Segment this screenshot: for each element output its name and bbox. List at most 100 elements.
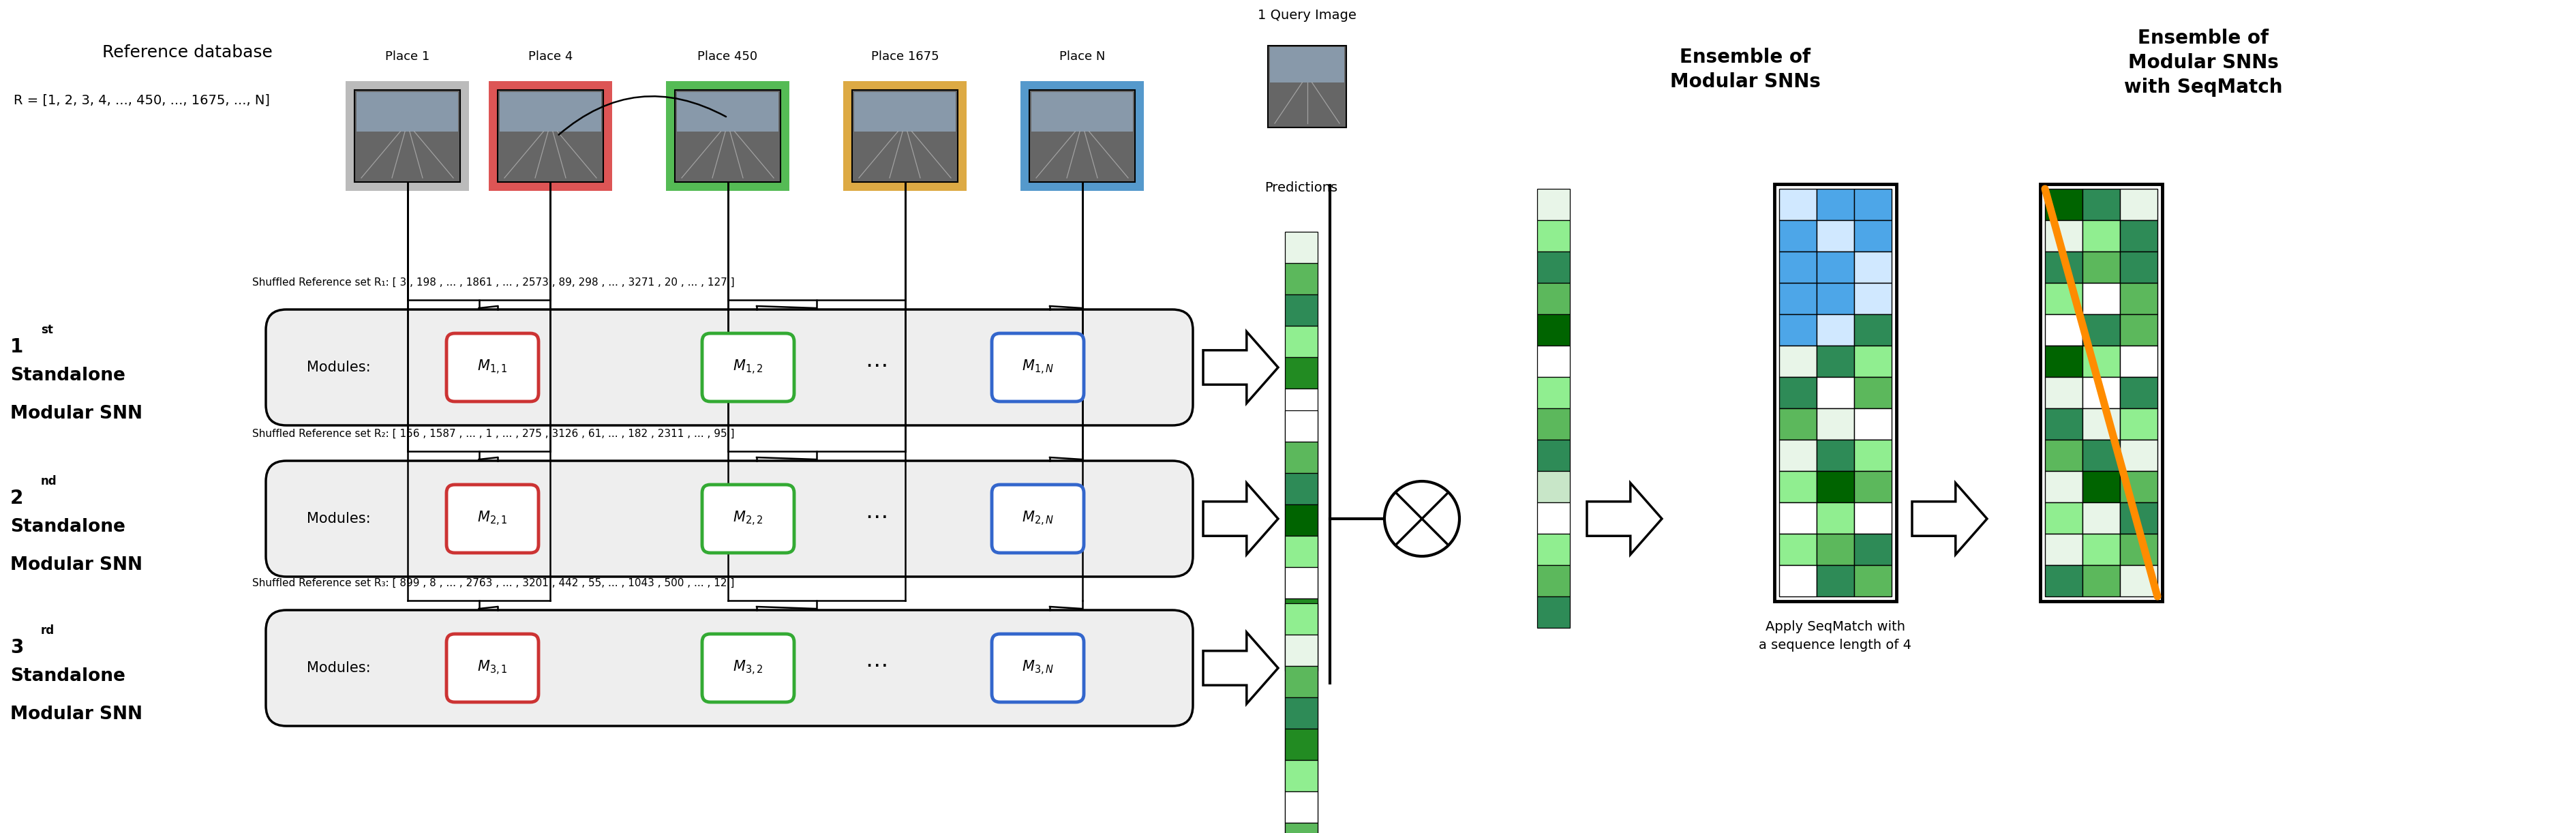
Text: Place N: Place N <box>1059 51 1105 62</box>
Bar <box>2081 377 2120 408</box>
FancyBboxPatch shape <box>265 610 1193 726</box>
Bar <box>1780 189 1816 220</box>
Bar <box>1780 346 1816 377</box>
Bar <box>2081 534 2120 565</box>
Bar <box>1285 482 1319 514</box>
Bar <box>2120 471 2159 502</box>
Bar <box>2045 346 2081 377</box>
Bar <box>1285 295 1319 326</box>
Text: Shuffled Reference set R₂: [ 156 , 1587 , ... , 1 , ... , 275 , 3126 , 61, ... ,: Shuffled Reference set R₂: [ 156 , 1587 … <box>252 429 734 439</box>
Bar <box>1780 565 1816 596</box>
Text: $M_{1,1}$: $M_{1,1}$ <box>477 358 507 377</box>
Bar <box>1285 505 1319 536</box>
Text: Place 4: Place 4 <box>528 51 572 62</box>
FancyBboxPatch shape <box>992 634 1084 702</box>
Bar <box>1285 729 1319 760</box>
Bar <box>2120 283 2159 314</box>
Bar <box>355 92 459 132</box>
FancyBboxPatch shape <box>265 310 1193 426</box>
Bar <box>1538 220 1569 252</box>
Bar <box>1816 440 1855 471</box>
Bar <box>2081 408 2120 440</box>
Text: Standalone: Standalone <box>10 518 126 536</box>
Bar <box>1538 377 1569 408</box>
Text: Apply SeqMatch with
a sequence length of 4: Apply SeqMatch with a sequence length of… <box>1759 621 1911 651</box>
Bar <box>1538 252 1569 283</box>
Bar <box>2045 283 2081 314</box>
Polygon shape <box>1203 483 1278 555</box>
Bar <box>1020 81 1144 191</box>
Bar <box>1855 252 1891 283</box>
Bar <box>1285 441 1319 473</box>
Bar <box>1855 314 1891 346</box>
Bar <box>1285 411 1319 441</box>
Bar <box>489 81 613 191</box>
Text: Ensemble of
Modular SNNs
with SeqMatch: Ensemble of Modular SNNs with SeqMatch <box>2125 29 2282 97</box>
Text: $M_{3,N}$: $M_{3,N}$ <box>1023 659 1054 677</box>
Text: R = [1, 2, 3, 4, ..., 450, ..., 1675, ..., N]: R = [1, 2, 3, 4, ..., 450, ..., 1675, ..… <box>13 94 270 107</box>
Bar <box>1285 576 1319 608</box>
Bar <box>2045 471 2081 502</box>
Bar <box>2081 565 2120 596</box>
Bar <box>1538 408 1569 440</box>
Text: Modular SNN: Modular SNN <box>10 405 142 422</box>
Bar <box>1816 252 1855 283</box>
Bar <box>1538 534 1569 565</box>
Bar <box>2045 220 2081 252</box>
Bar <box>1285 232 1319 263</box>
Bar <box>2045 377 2081 408</box>
Bar <box>1285 357 1319 388</box>
Bar <box>1855 534 1891 565</box>
Bar <box>1816 408 1855 440</box>
Bar <box>677 92 778 132</box>
Text: Standalone: Standalone <box>10 367 126 385</box>
Bar <box>2045 252 2081 283</box>
Bar <box>2120 440 2159 471</box>
Text: Predictions: Predictions <box>1265 182 1337 194</box>
Bar <box>1538 283 1569 314</box>
Bar <box>2081 314 2120 346</box>
Text: $\cdots$: $\cdots$ <box>866 352 886 375</box>
Bar <box>2120 377 2159 408</box>
Text: st: st <box>41 324 54 336</box>
Bar <box>1285 630 1319 661</box>
Bar <box>1816 283 1855 314</box>
Bar <box>1780 314 1816 346</box>
Text: Place 1675: Place 1675 <box>871 51 938 62</box>
Text: 3: 3 <box>10 638 23 657</box>
Bar <box>1780 502 1816 534</box>
FancyBboxPatch shape <box>703 333 793 402</box>
Text: Place 1: Place 1 <box>384 51 430 62</box>
Bar <box>1285 388 1319 420</box>
Bar <box>2120 565 2159 596</box>
Text: Shuffled Reference set R₁: [ 3 , 198 , ... , 1861 , ... , 2573 , 89, 298 , ... ,: Shuffled Reference set R₁: [ 3 , 198 , .… <box>252 277 734 287</box>
Bar <box>1538 440 1569 471</box>
Text: $M_{3,1}$: $M_{3,1}$ <box>477 659 507 677</box>
Bar <box>2045 408 2081 440</box>
Bar <box>1780 534 1816 565</box>
Bar <box>1816 377 1855 408</box>
Bar <box>1538 502 1569 534</box>
Bar <box>2120 346 2159 377</box>
Bar <box>1285 263 1319 295</box>
Bar <box>1816 502 1855 534</box>
Bar <box>667 81 788 191</box>
Bar <box>2120 252 2159 283</box>
Bar <box>1538 189 1569 220</box>
Bar <box>1267 46 1347 127</box>
Circle shape <box>1383 481 1461 556</box>
Bar <box>1285 451 1319 482</box>
Bar <box>855 92 956 132</box>
Bar <box>1285 666 1319 697</box>
Bar <box>2120 314 2159 346</box>
Bar <box>1285 818 1319 833</box>
Text: Modules:: Modules: <box>307 512 371 526</box>
Polygon shape <box>1203 632 1278 704</box>
FancyBboxPatch shape <box>992 485 1084 553</box>
Bar <box>1855 283 1891 314</box>
Bar <box>1285 598 1319 630</box>
Bar <box>1285 692 1319 724</box>
Bar <box>345 81 469 191</box>
Bar <box>1775 184 1896 601</box>
Bar <box>1816 189 1855 220</box>
